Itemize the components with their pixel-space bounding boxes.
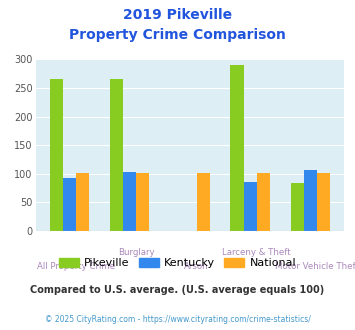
Text: 2019 Pikeville: 2019 Pikeville bbox=[123, 8, 232, 22]
Bar bbox=[50, 80, 63, 231]
Text: Burglary: Burglary bbox=[118, 248, 154, 257]
Bar bbox=[230, 65, 244, 231]
Bar bbox=[304, 170, 317, 231]
Bar bbox=[123, 172, 136, 231]
Text: Motor Vehicle Theft: Motor Vehicle Theft bbox=[275, 262, 355, 271]
Bar bbox=[63, 179, 76, 231]
Text: Larceny & Theft: Larceny & Theft bbox=[223, 248, 291, 257]
Bar bbox=[257, 173, 270, 231]
Text: Compared to U.S. average. (U.S. average equals 100): Compared to U.S. average. (U.S. average … bbox=[31, 285, 324, 295]
Text: Arson: Arson bbox=[184, 262, 209, 271]
Legend: Pikeville, Kentucky, National: Pikeville, Kentucky, National bbox=[54, 253, 301, 273]
Bar bbox=[136, 173, 149, 231]
Text: Property Crime Comparison: Property Crime Comparison bbox=[69, 28, 286, 42]
Bar bbox=[291, 183, 304, 231]
Bar bbox=[244, 182, 257, 231]
Bar bbox=[76, 173, 89, 231]
Bar bbox=[317, 173, 330, 231]
Bar bbox=[197, 173, 210, 231]
Bar bbox=[110, 80, 123, 231]
Text: All Property Crime: All Property Crime bbox=[37, 262, 115, 271]
Text: © 2025 CityRating.com - https://www.cityrating.com/crime-statistics/: © 2025 CityRating.com - https://www.city… bbox=[45, 315, 310, 324]
